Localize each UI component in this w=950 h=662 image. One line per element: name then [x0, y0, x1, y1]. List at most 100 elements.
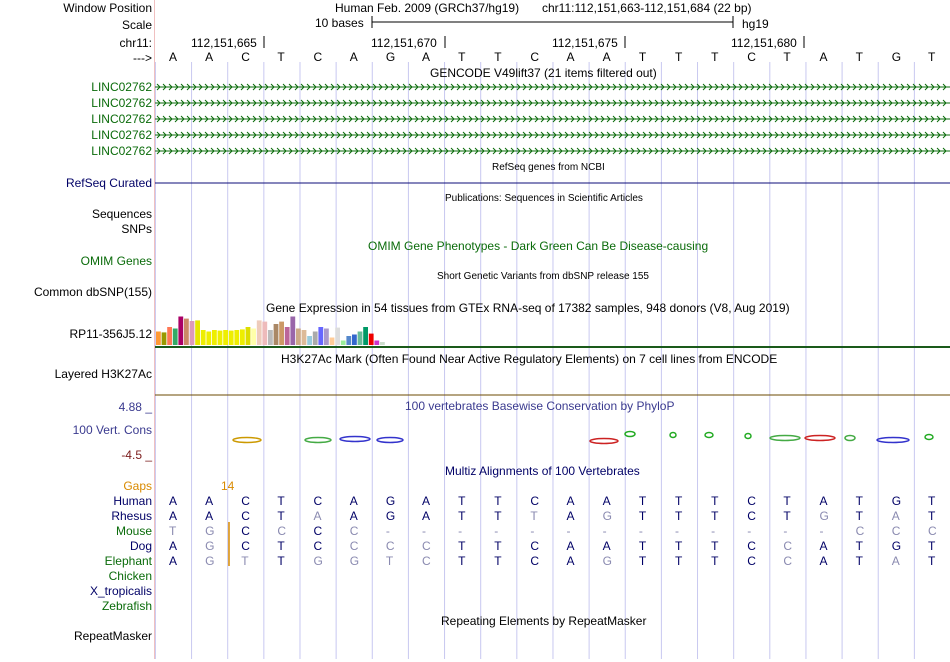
gene-label-linc02762[interactable]: LINC02762: [91, 96, 152, 110]
strand-chevron: [756, 131, 761, 139]
strand-chevron: [666, 131, 671, 139]
track-image[interactable]: Human Feb. 2009 (GRCh37/hg19) chr11:112,…: [154, 0, 950, 659]
strand-chevron: [888, 99, 893, 107]
strand-chevron: [732, 115, 737, 123]
gene-label-linc02762[interactable]: LINC02762: [91, 144, 152, 158]
vert-cons-track-label[interactable]: 100 Vert. Cons: [72, 423, 152, 437]
strand-chevron: [282, 99, 287, 107]
gtex-tissue-bar[interactable]: [335, 327, 340, 345]
gtex-tissue-bar[interactable]: [240, 329, 245, 345]
strand-chevron: [888, 131, 893, 139]
strand-chevron: [480, 131, 485, 139]
track-canvas[interactable]: [154, 0, 950, 659]
omim-track-label[interactable]: OMIM Genes: [80, 254, 152, 268]
strand-chevron: [690, 115, 695, 123]
gtex-tissue-bar[interactable]: [290, 316, 296, 346]
strand-chevron: [780, 115, 785, 123]
gtex-tissue-bar[interactable]: [312, 331, 318, 346]
gtex-tissue-bar[interactable]: [307, 336, 312, 345]
gtex-tissue-bar[interactable]: [195, 320, 200, 345]
gtex-tissue-bar[interactable]: [357, 331, 363, 346]
strand-chevron: [534, 131, 539, 139]
gtex-tissue-bar[interactable]: [363, 327, 368, 345]
alignment-base-dog: T: [855, 539, 863, 553]
h3k27ac-track-label[interactable]: Layered H3K27Ac: [54, 367, 152, 381]
reference-base: T: [458, 50, 466, 64]
gtex-tissue-bar[interactable]: [217, 330, 223, 345]
gtex-gene-label[interactable]: RP11-356J5.12: [69, 327, 153, 341]
gtex-tissue-bar[interactable]: [167, 327, 172, 345]
gtex-tissue-bar[interactable]: [380, 342, 385, 345]
assembly-title: Human Feb. 2009 (GRCh37/hg19): [335, 1, 520, 15]
strand-chevron: [666, 99, 671, 107]
gtex-tissue-bar[interactable]: [296, 328, 301, 346]
gtex-tissue-bar[interactable]: [301, 330, 307, 345]
strand-chevron: [522, 83, 527, 91]
strand-chevron: [564, 131, 569, 139]
reference-base: T: [711, 50, 719, 64]
gtex-tissue-bar[interactable]: [346, 336, 352, 345]
gtex-tissue-bar[interactable]: [184, 318, 189, 345]
alignment-base-human: A: [421, 494, 430, 508]
strand-chevron: [768, 99, 773, 107]
gtex-tissue-bar[interactable]: [200, 330, 206, 345]
strand-chevron: [546, 131, 551, 139]
gtex-tissue-bar[interactable]: [172, 328, 178, 346]
strand-chevron: [336, 83, 341, 91]
phylop-score-mark: [769, 434, 801, 442]
strand-chevron: [594, 99, 599, 107]
strand-chevron: [498, 131, 503, 139]
gene-label-linc02762[interactable]: LINC02762: [91, 128, 152, 142]
gtex-tissue-bar[interactable]: [206, 331, 212, 346]
strand-chevron: [222, 131, 227, 139]
snps-track-label[interactable]: SNPs: [121, 222, 152, 236]
strand-chevron: [588, 131, 593, 139]
alignment-base-elephant: T: [927, 554, 936, 568]
strand-chevron: [846, 99, 851, 107]
gtex-tissue-bar[interactable]: [256, 320, 262, 345]
alignment-base-human: T: [855, 494, 863, 508]
strand-chevron: [426, 83, 431, 91]
gtex-tissue-bar[interactable]: [374, 340, 380, 346]
gtex-tissue-bar[interactable]: [262, 321, 268, 345]
gtex-tissue-bar[interactable]: [324, 328, 329, 346]
alignment-base-human: T: [638, 494, 647, 508]
gtex-tissue-bar[interactable]: [273, 324, 279, 345]
strand-chevron: [660, 115, 665, 123]
refseq-track-label[interactable]: RefSeq Curated: [65, 176, 152, 190]
strand-chevron: [570, 99, 575, 107]
gtex-tissue-bar[interactable]: [161, 332, 167, 345]
strand-chevron: [480, 83, 485, 91]
gtex-tissue-bar[interactable]: [178, 316, 184, 346]
alignment-base-dog: C: [421, 539, 431, 553]
gtex-tissue-bar[interactable]: [352, 334, 357, 346]
repeatmasker-track-label[interactable]: RepeatMasker: [73, 629, 152, 643]
gtex-tissue-bar[interactable]: [228, 330, 234, 345]
sequences-track-label[interactable]: Sequences: [91, 207, 152, 221]
gtex-tissue-bar[interactable]: [279, 321, 284, 345]
gtex-tissue-bar[interactable]: [223, 330, 228, 345]
alignment-base-rhesus: A: [313, 509, 322, 523]
strand-chevron: [738, 115, 743, 123]
gtex-tissue-bar[interactable]: [318, 327, 324, 345]
strand-chevron: [912, 99, 917, 107]
gtex-tissue-bar[interactable]: [329, 337, 335, 346]
gtex-tissue-bar[interactable]: [212, 330, 217, 345]
gtex-tissue-bar[interactable]: [189, 321, 195, 345]
gtex-tissue-bar[interactable]: [251, 328, 256, 346]
strand-chevron: [810, 99, 815, 107]
gtex-tissue-bar[interactable]: [245, 327, 251, 345]
gtex-tissue-bar[interactable]: [368, 333, 374, 345]
strand-chevron: [318, 147, 323, 155]
dbsnp-track-label[interactable]: Common dbSNP(155): [33, 285, 152, 299]
gtex-tissue-bar[interactable]: [268, 330, 273, 345]
strand-chevron: [396, 115, 401, 123]
strand-chevron: [168, 147, 173, 155]
gtex-tissue-bar[interactable]: [234, 330, 240, 345]
gtex-tissue-bar[interactable]: [340, 340, 346, 346]
gtex-tissue-bar[interactable]: [156, 331, 161, 346]
gene-label-linc02762[interactable]: LINC02762: [91, 112, 152, 126]
gtex-tissue-bar[interactable]: [284, 327, 290, 345]
gene-label-linc02762[interactable]: LINC02762: [91, 80, 152, 94]
strand-chevron: [270, 99, 275, 107]
